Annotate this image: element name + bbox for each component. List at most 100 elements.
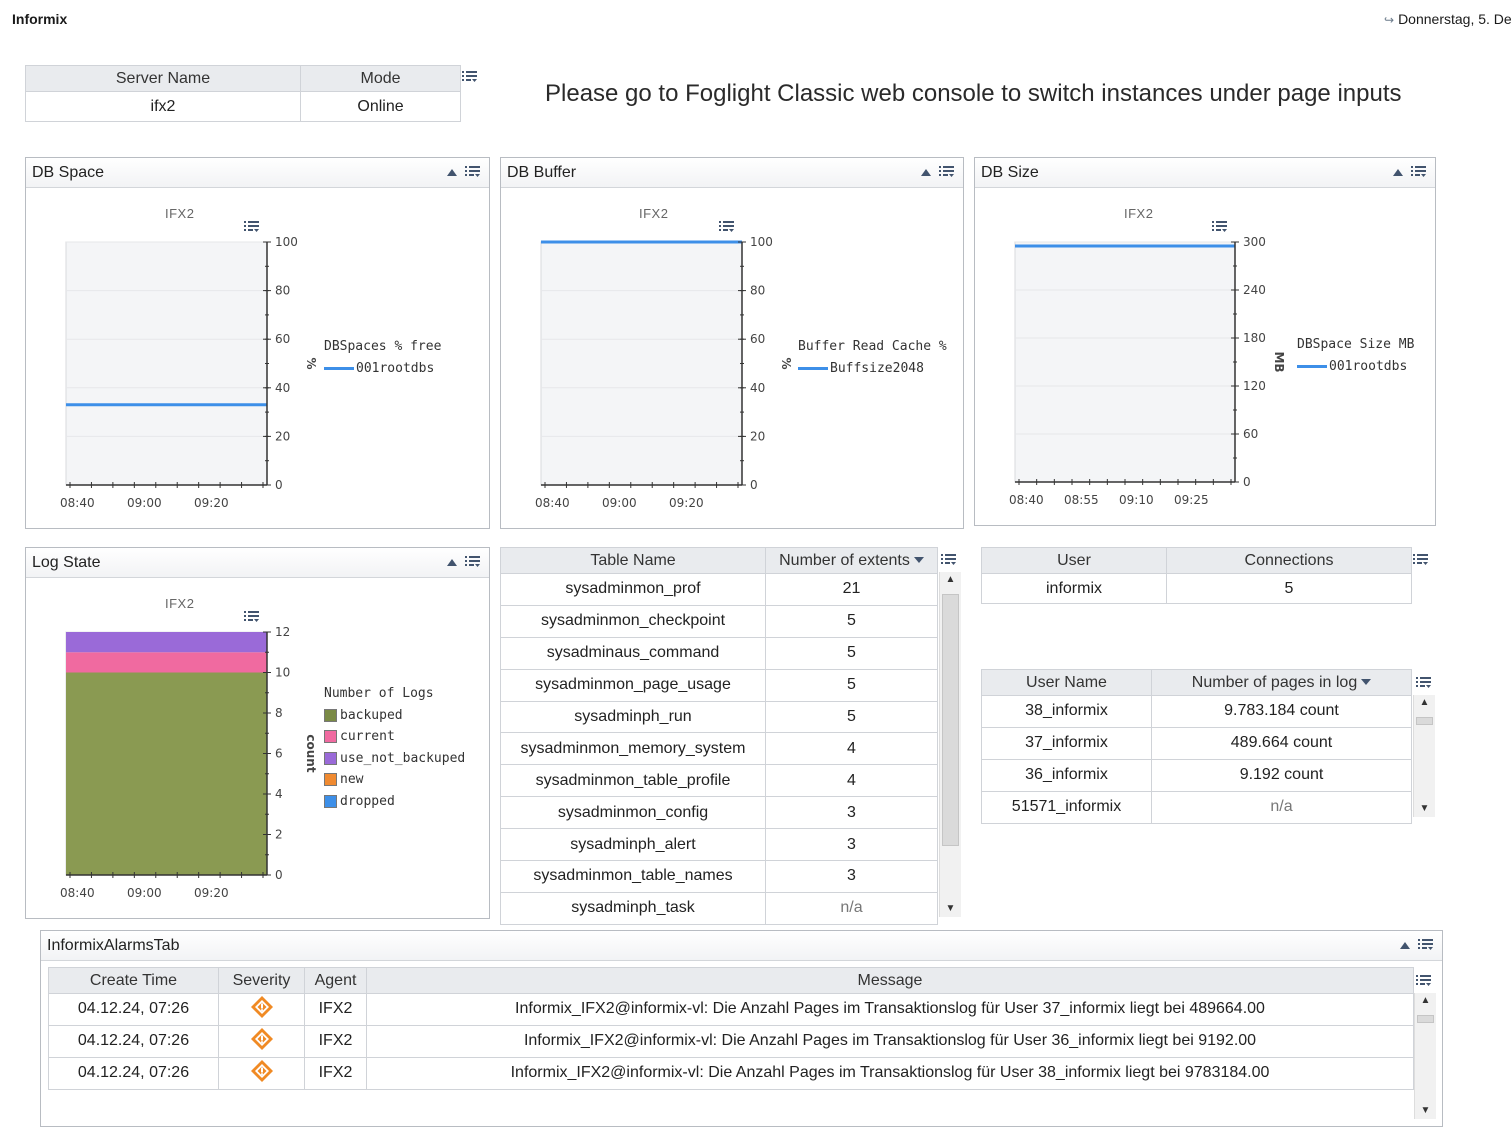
- warning-icon[interactable]: [250, 1027, 274, 1051]
- legend-entry: 001rootdbs: [1297, 359, 1407, 374]
- table-row[interactable]: 04.12.24, 07:26 IFX2 Informix_IFX2@informi…: [48, 993, 1414, 1026]
- collapse-icon[interactable]: [1400, 941, 1410, 949]
- table-row[interactable]: sysadminmon_table_profile 4: [500, 764, 938, 798]
- server-name-cell: ifx2: [25, 91, 301, 122]
- table-name-cell: sysadminph_run: [500, 700, 766, 734]
- table-row[interactable]: 04.12.24, 07:26 IFX2 Informix_IFX2@informi…: [48, 1024, 1414, 1058]
- column-header-connections[interactable]: Connections: [1166, 547, 1412, 574]
- table-row[interactable]: ifx2 Online: [25, 91, 461, 122]
- extents-table-menu-icon[interactable]: [941, 553, 957, 567]
- table-row[interactable]: sysadminmon_table_names 3: [500, 860, 938, 893]
- table-row[interactable]: sysadminmon_checkpoint 5: [500, 604, 938, 638]
- refresh-icon[interactable]: ↪: [1384, 13, 1395, 27]
- table-row[interactable]: 36_informix 9.192 count: [981, 758, 1412, 792]
- y-tick-label: 0: [275, 868, 283, 882]
- table-row[interactable]: 38_informix 9.783.184 count: [981, 695, 1412, 728]
- pages-cell: 9.783.184 count: [1151, 695, 1412, 728]
- column-header-message[interactable]: Message: [366, 967, 1414, 994]
- collapse-icon[interactable]: [447, 558, 457, 566]
- column-header-agent[interactable]: Agent: [304, 967, 367, 994]
- chart-menu-icon[interactable]: [719, 220, 735, 234]
- alarms-scrollbar[interactable]: ▲ ▼: [1414, 993, 1436, 1119]
- table-name-cell: sysadminmon_checkpoint: [500, 604, 766, 638]
- user-cell: informix: [981, 573, 1167, 604]
- chart-menu-icon[interactable]: [244, 610, 260, 624]
- panel-header: DB Space: [26, 158, 489, 188]
- scroll-down-button[interactable]: ▼: [1419, 803, 1430, 814]
- sort-desc-icon[interactable]: [1361, 679, 1372, 686]
- table-row[interactable]: informix 5: [981, 573, 1412, 604]
- panel-menu-icon[interactable]: [1411, 165, 1427, 179]
- sort-desc-icon[interactable]: [913, 557, 924, 564]
- date-display[interactable]: ↪ Donnerstag, 5. De: [1384, 11, 1512, 27]
- column-header-user[interactable]: User: [981, 547, 1167, 574]
- y-tick-label: 10: [275, 666, 290, 680]
- chart-title: IFX2: [639, 206, 669, 221]
- column-header-severity[interactable]: Severity: [218, 967, 305, 994]
- chart-menu-icon[interactable]: [1212, 220, 1228, 234]
- column-header-create-time[interactable]: Create Time: [48, 967, 219, 994]
- panel-title: DB Buffer: [507, 164, 577, 181]
- pages-table-menu-icon[interactable]: [1416, 676, 1432, 690]
- column-header-mode[interactable]: Mode: [300, 65, 461, 92]
- column-header-table-name[interactable]: Table Name: [500, 547, 766, 574]
- scroll-up-button[interactable]: ▲: [945, 574, 956, 585]
- area-band-current: [66, 652, 267, 673]
- connections-table-menu-icon[interactable]: [1413, 553, 1429, 567]
- table-row[interactable]: sysadminmon_page_usage 5: [500, 668, 938, 702]
- scroll-down-button[interactable]: ▼: [945, 903, 956, 914]
- x-tick-label: 08:40: [1009, 493, 1044, 507]
- table-row[interactable]: sysadminmon_config 3: [500, 796, 938, 830]
- table-row[interactable]: 37_informix 489.664 count: [981, 726, 1412, 760]
- scroll-thumb[interactable]: [1417, 1015, 1434, 1023]
- server-table-menu-icon[interactable]: [462, 70, 478, 84]
- table-row[interactable]: sysadminaus_command 5: [500, 636, 938, 670]
- table-name-cell: sysadminph_alert: [500, 828, 766, 862]
- y-axis-label: %: [304, 357, 318, 369]
- chart-menu-icon[interactable]: [244, 220, 260, 234]
- table-row[interactable]: sysadminph_alert 3: [500, 828, 938, 862]
- scroll-thumb[interactable]: [942, 594, 959, 846]
- pages-in-log-table: User Name Number of pages in log 38_info…: [981, 669, 1412, 824]
- scroll-thumb[interactable]: [1416, 717, 1433, 725]
- scroll-down-button[interactable]: ▼: [1420, 1105, 1431, 1116]
- scroll-up-button[interactable]: ▲: [1420, 995, 1431, 1006]
- panel-menu-icon[interactable]: [465, 165, 481, 179]
- column-header-server-name[interactable]: Server Name: [25, 65, 301, 92]
- message-cell: Informix_IFX2@informix-vl: Die Anzahl Pa…: [366, 1056, 1414, 1090]
- collapse-icon[interactable]: [921, 168, 931, 176]
- y-tick-label: 100: [275, 235, 298, 249]
- chart-title: IFX2: [165, 596, 195, 611]
- pages-scrollbar[interactable]: ▲ ▼: [1413, 695, 1435, 817]
- log-state-panel: Log State IFX2 12 10 8 6 4 2 0 08:40 09:00 09:20 c…: [25, 547, 490, 919]
- column-header-user-name[interactable]: User Name: [981, 669, 1152, 696]
- legend-entry: Buffsize2048: [798, 361, 924, 376]
- y-tick-label: 100: [750, 235, 773, 249]
- panel-menu-icon[interactable]: [465, 555, 481, 569]
- table-row[interactable]: 51571_informix n/a: [981, 790, 1412, 824]
- legend-label: Buffsize2048: [830, 361, 924, 376]
- table-row[interactable]: sysadminph_task n/a: [500, 891, 938, 925]
- column-header-pages-in-log[interactable]: Number of pages in log: [1151, 669, 1412, 696]
- extents-scrollbar[interactable]: ▲ ▼: [939, 572, 961, 917]
- agent-cell: IFX2: [304, 1056, 367, 1090]
- panel-header: DB Buffer: [501, 158, 963, 188]
- collapse-icon[interactable]: [1393, 168, 1403, 176]
- table-row[interactable]: 04.12.24, 07:26 IFX2 Informix_IFX2@informi…: [48, 1056, 1414, 1090]
- column-header-number-of-extents[interactable]: Number of extents: [765, 547, 938, 574]
- extents-cell: 4: [765, 764, 938, 798]
- pages-cell: 9.192 count: [1151, 758, 1412, 792]
- warning-icon[interactable]: [250, 995, 274, 1019]
- panel-menu-icon[interactable]: [939, 165, 955, 179]
- warning-icon[interactable]: [250, 1059, 274, 1083]
- user-name-cell: 51571_informix: [981, 790, 1152, 824]
- table-row[interactable]: sysadminmon_prof 21: [500, 573, 938, 606]
- alarms-table-menu-icon[interactable]: [1416, 974, 1432, 988]
- collapse-icon[interactable]: [447, 168, 457, 176]
- scroll-up-button[interactable]: ▲: [1419, 697, 1430, 708]
- table-row[interactable]: sysadminmon_memory_system 4: [500, 732, 938, 766]
- message-cell: Informix_IFX2@informix-vl: Die Anzahl Pa…: [366, 993, 1414, 1026]
- panel-menu-icon[interactable]: [1418, 938, 1434, 952]
- table-row[interactable]: sysadminph_run 5: [500, 700, 938, 734]
- x-tick-label: 09:00: [127, 886, 162, 900]
